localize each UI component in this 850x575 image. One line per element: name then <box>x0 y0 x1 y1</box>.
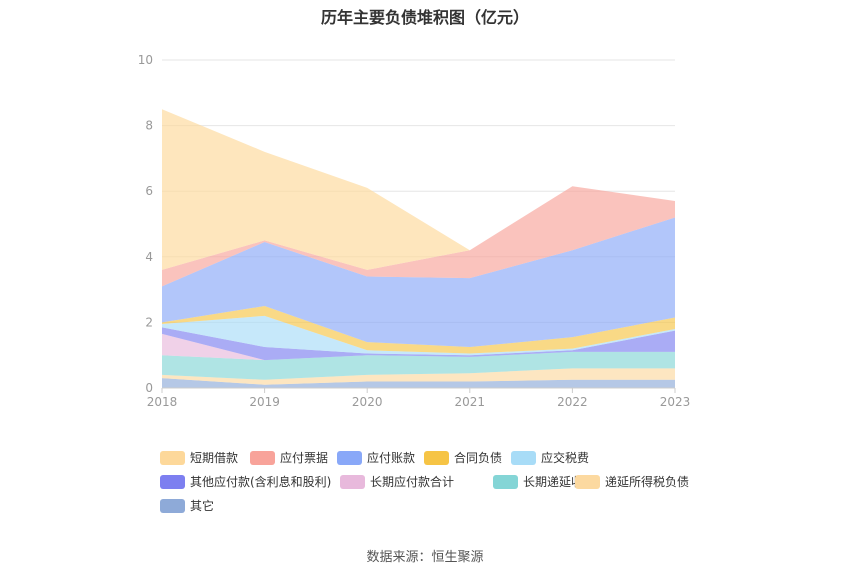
legend-label: 应付账款 <box>367 451 416 465</box>
area-series-0[interactable] <box>162 378 675 388</box>
y-tick-label: 0 <box>145 381 153 395</box>
y-tick-label: 2 <box>145 315 153 329</box>
area-series-7[interactable] <box>162 217 675 347</box>
legend-label: 应付票据 <box>280 451 329 465</box>
legend-item[interactable]: 其它 <box>160 497 214 514</box>
legend-swatch <box>340 474 365 489</box>
legend-swatch <box>337 450 362 465</box>
legend-swatch <box>575 474 600 489</box>
legend-swatch <box>511 450 536 465</box>
area-series-9[interactable] <box>162 109 675 270</box>
area-series-5[interactable] <box>162 315 675 356</box>
legend-label: 其它 <box>190 499 215 513</box>
x-tick-label: 2023 <box>660 395 691 409</box>
y-tick-label: 8 <box>145 119 153 133</box>
legend-swatch <box>160 450 185 465</box>
area-series-8[interactable] <box>162 186 675 287</box>
area-series-1[interactable] <box>162 368 675 385</box>
legend-item[interactable]: 短期借款 <box>160 449 238 466</box>
area-series-2[interactable] <box>162 351 675 380</box>
data-source-note: 数据来源：恒生聚源 <box>366 550 484 565</box>
y-tick-label: 6 <box>145 184 153 198</box>
x-tick-label: 2019 <box>249 395 280 409</box>
legend-label: 应交税费 <box>541 451 590 465</box>
legend-label: 短期借款 <box>190 451 239 465</box>
area-series-3[interactable] <box>162 333 675 361</box>
legend-swatch <box>250 450 275 465</box>
legend-label: 其他应付款(含利息和股利) <box>190 475 332 489</box>
legend-item[interactable]: 长期应付款合计 <box>340 473 454 490</box>
x-tick-label: 2018 <box>147 395 178 409</box>
legend-label: 合同负债 <box>454 451 503 465</box>
legend-item[interactable]: 应付账款 <box>337 449 415 466</box>
legend-item[interactable]: 递延所得税负债 <box>575 473 689 490</box>
x-tick-label: 2022 <box>557 395 588 409</box>
x-tick-label: 2021 <box>455 395 486 409</box>
legend-label: 长期应付款合计 <box>370 475 455 489</box>
legend-label: 递延所得税负债 <box>605 475 690 489</box>
area-series-4[interactable] <box>162 327 675 361</box>
y-tick-label: 4 <box>145 250 153 264</box>
legend-swatch <box>493 474 518 489</box>
legend-item[interactable]: 应交税费 <box>511 449 589 466</box>
chart-title: 历年主要负债堆积图（亿元） <box>320 8 529 27</box>
legend-item[interactable]: 应付票据 <box>250 449 328 466</box>
legend-swatch <box>160 498 185 513</box>
area-series-6[interactable] <box>162 306 675 354</box>
legend-item[interactable]: 其他应付款(含利息和股利) <box>160 473 331 490</box>
area-series <box>162 109 675 388</box>
x-tick-label: 2020 <box>352 395 383 409</box>
axes: 0 2 4 6 8 10 2018 2019 2020 2021 2022 2023 <box>138 53 691 409</box>
legend-swatch <box>160 474 185 489</box>
legend-swatch <box>424 450 449 465</box>
legend-item[interactable]: 合同负债 <box>424 449 502 466</box>
y-tick-label: 10 <box>138 53 153 67</box>
stacked-area-chart: 0 2 4 6 8 10 2018 2019 2020 2021 2022 2023 <box>138 53 691 409</box>
